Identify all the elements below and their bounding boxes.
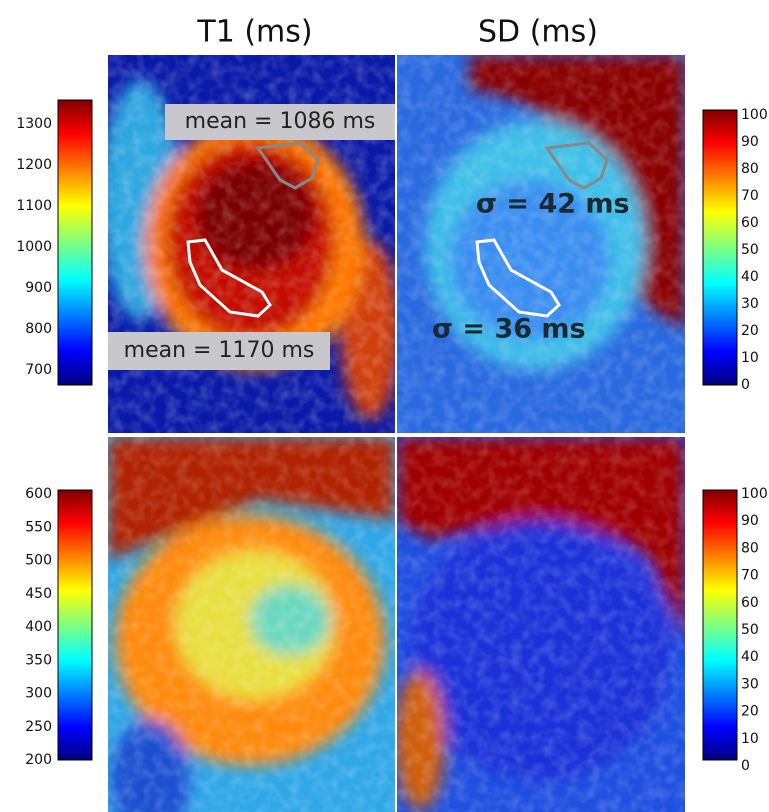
column-title: T1 (ms) xyxy=(196,15,312,50)
column-title: SD (ms) xyxy=(478,15,598,50)
colorbar-tick-label: 250 xyxy=(25,719,52,735)
colorbar-tick-label: 700 xyxy=(25,362,52,378)
colorbar-tick-label: 30 xyxy=(741,676,759,692)
label-box xyxy=(108,332,330,370)
sd-map xyxy=(397,55,685,433)
roi xyxy=(186,238,272,318)
colorbar-tick-label: 1200 xyxy=(16,157,52,173)
colorbar-tick-label: 10 xyxy=(741,731,759,747)
colorbar-tick-label: 1000 xyxy=(16,239,52,255)
colorbar-tick-label: 90 xyxy=(741,134,759,150)
colorbar-tick-label: 20 xyxy=(741,323,759,339)
colorbar-tick-label: 550 xyxy=(25,519,52,535)
colorbar-tick-label: 350 xyxy=(25,652,52,668)
colorbar xyxy=(57,99,93,386)
colorbar-tick-label: 800 xyxy=(25,321,52,337)
annotation: mean = 1086 ms xyxy=(185,109,376,134)
colorbar-tick-label: 50 xyxy=(741,242,759,258)
colorbar-tick-label: 1300 xyxy=(16,116,52,132)
colorbar xyxy=(702,489,738,761)
colorbar-tick-label: 70 xyxy=(741,568,759,584)
colorbar-tick-label: 20 xyxy=(741,704,759,720)
colorbar-tick-label: 900 xyxy=(25,280,52,296)
colorbar xyxy=(702,109,738,386)
colorbar-tick-label: 600 xyxy=(25,486,52,502)
annotation: mean = 1170 ms xyxy=(124,338,315,363)
label-box xyxy=(165,104,395,140)
roi xyxy=(475,238,561,318)
t1-map-lower xyxy=(108,437,395,812)
colorbar-tick-label: 80 xyxy=(741,161,759,177)
colorbar-tick-label: 60 xyxy=(741,595,759,611)
colorbar-tick-label: 0 xyxy=(741,377,750,393)
colorbar-tick-label: 70 xyxy=(741,188,759,204)
roi xyxy=(255,141,320,190)
colorbar-tick-label: 500 xyxy=(25,553,52,569)
colorbar-tick-label: 60 xyxy=(741,215,759,231)
colorbar-tick-label: 90 xyxy=(741,513,759,529)
annotation: σ = 36 ms xyxy=(432,314,586,345)
colorbar-tick-label: 450 xyxy=(25,586,52,602)
colorbar-tick-label: 50 xyxy=(741,622,759,638)
colorbar-tick-label: 40 xyxy=(741,649,759,665)
roi xyxy=(544,141,609,190)
colorbar-tick-label: 100 xyxy=(741,107,768,123)
colorbar-tick-label: 1100 xyxy=(16,198,52,214)
colorbar-tick-label: 80 xyxy=(741,540,759,556)
annotation: σ = 42 ms xyxy=(476,189,630,220)
colorbar xyxy=(57,489,93,761)
colorbar-tick-label: 300 xyxy=(25,686,52,702)
colorbar-tick-label: 0 xyxy=(741,758,750,774)
sd-map-lower xyxy=(397,437,685,812)
colorbar-tick-label: 10 xyxy=(741,350,759,366)
colorbar-tick-label: 30 xyxy=(741,296,759,312)
colorbar-tick-label: 40 xyxy=(741,269,759,285)
colorbar-tick-label: 200 xyxy=(25,752,52,768)
colorbar-tick-label: 100 xyxy=(741,486,768,502)
colorbar-tick-label: 400 xyxy=(25,619,52,635)
